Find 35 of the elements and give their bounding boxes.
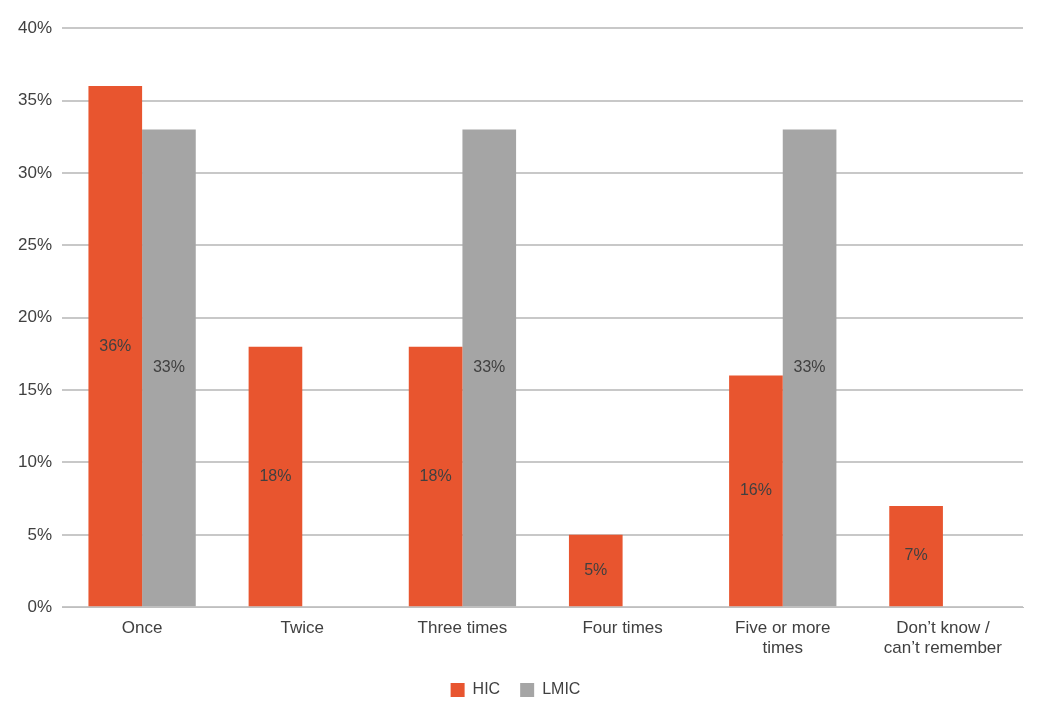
y-tick-label: 35% — [17, 90, 53, 110]
bar — [88, 86, 143, 607]
bar — [142, 129, 196, 607]
legend-label: LMIC — [542, 680, 581, 698]
y-tick-label: 5% — [27, 524, 53, 544]
y-tick-label: 10% — [17, 452, 53, 472]
data-label: 5% — [584, 560, 608, 578]
y-tick-label: 15% — [17, 379, 53, 399]
x-tick-label: Don’t know / can’t remember — [883, 618, 1003, 658]
bar — [408, 346, 463, 607]
bar — [568, 534, 623, 607]
y-tick-label: 30% — [17, 162, 53, 182]
x-tick-label: Five or more times — [735, 618, 831, 658]
y-tick-label: 25% — [17, 235, 53, 255]
y-tick-label: 20% — [17, 307, 53, 327]
data-label: 18% — [419, 466, 452, 484]
legend-label: HIC — [472, 680, 501, 698]
bar — [248, 346, 303, 607]
x-tick-label: Three times — [417, 618, 508, 638]
data-label: 33% — [473, 358, 506, 376]
data-label: 33% — [152, 358, 185, 376]
data-label: 16% — [739, 481, 772, 499]
y-tick-label: 40% — [17, 17, 53, 37]
data-label: 36% — [99, 336, 132, 354]
x-tick-label: Four times — [582, 618, 663, 638]
bar — [782, 129, 837, 607]
bar — [462, 129, 517, 607]
x-tick-label: Once — [121, 618, 163, 638]
bar — [729, 375, 783, 607]
data-label: 33% — [793, 358, 826, 376]
bar — [889, 505, 943, 607]
data-label: 7% — [904, 546, 928, 564]
data-label: 18% — [259, 466, 292, 484]
x-tick-label: Twice — [280, 618, 324, 638]
y-tick-label: 0% — [27, 596, 53, 616]
